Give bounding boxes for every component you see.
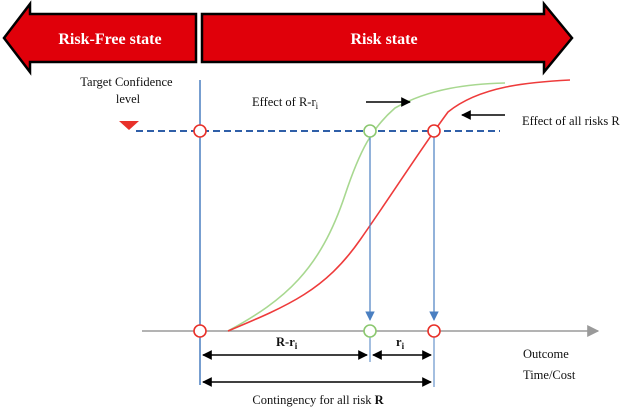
dimension-label-ri: ri bbox=[396, 335, 405, 351]
marker-target-r-ri bbox=[363, 124, 377, 138]
contingency-label: Contingency for all risk R bbox=[252, 393, 384, 407]
effect-r-ri-label-sub: i bbox=[316, 101, 319, 111]
dimension-label-ri-sub: i bbox=[402, 341, 405, 351]
outcome-label: Outcome Time/Cost bbox=[523, 347, 576, 382]
effect-r-ri-label-text: Effect of R-r bbox=[252, 95, 316, 109]
target-confidence-label-line2: level bbox=[116, 92, 141, 106]
risk-free-arrow-shape bbox=[2, 0, 198, 76]
outcome-label-line1: Outcome bbox=[523, 347, 569, 361]
marker-axis-r-ri bbox=[363, 324, 377, 338]
contingency-label-text: Contingency for all risk bbox=[252, 393, 374, 407]
curve-effect-r-ri bbox=[227, 82, 506, 332]
dimension-label-r-ri: R-ri bbox=[276, 335, 298, 351]
dimension-label-ri-text: r bbox=[396, 335, 402, 349]
contingency-label-bold: R bbox=[375, 393, 385, 407]
risk-banner-label: Risk state bbox=[350, 31, 417, 48]
curve-effect-all-risks bbox=[227, 79, 571, 332]
outcome-label-line2: Time/Cost bbox=[523, 368, 576, 382]
dimension-label-r-ri-sub: i bbox=[295, 341, 298, 351]
risk-free-banner-label: Risk-Free state bbox=[58, 31, 161, 48]
target-confidence-label-line1: Target Confidence bbox=[80, 75, 173, 89]
target-marker-icon bbox=[119, 121, 139, 130]
risk-banner: Risk state bbox=[200, 0, 574, 76]
dimension-label-r-ri-text: R-r bbox=[276, 335, 295, 349]
marker-target-all-risks bbox=[427, 124, 441, 138]
risk-arrow-shape bbox=[200, 0, 574, 76]
marker-target-origin bbox=[193, 124, 207, 138]
effect-all-risks-label: Effect of all risks R bbox=[522, 114, 620, 128]
risk-free-banner: Risk-Free state bbox=[2, 0, 198, 76]
marker-axis-origin bbox=[193, 324, 207, 338]
effect-r-ri-label: Effect of R-ri bbox=[252, 95, 319, 111]
target-confidence-label: Target Confidence level bbox=[80, 75, 175, 106]
marker-axis-all-risks bbox=[427, 324, 441, 338]
